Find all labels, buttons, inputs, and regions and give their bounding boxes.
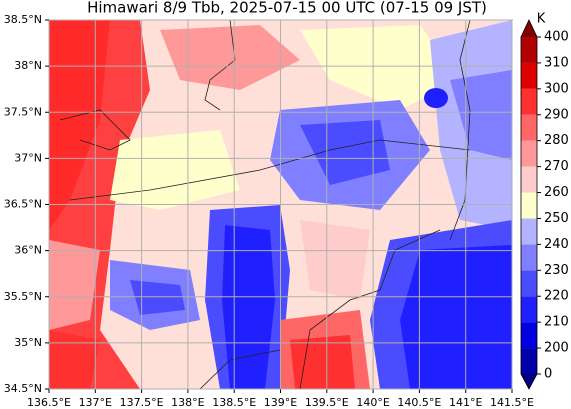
y-tick-label: 36.5°N — [4, 198, 42, 211]
colorbar-segment — [521, 244, 537, 271]
x-tick-label: 137°E — [79, 396, 112, 409]
colorbar-label: 230 — [544, 263, 569, 278]
colorbar-segment — [521, 88, 537, 115]
colorbar-segment — [521, 62, 537, 89]
colorbar-label: 300 — [544, 81, 569, 96]
x-tick-label: 138.5°E — [212, 396, 256, 409]
x-tick-label: 138°E — [171, 396, 204, 409]
colorbar-label: 260 — [544, 185, 569, 200]
x-tick-label: 141°E — [449, 396, 482, 409]
colorbar-label: 400 — [544, 30, 569, 45]
colorbar-segment — [521, 140, 537, 167]
colorbar-segment — [521, 348, 537, 374]
colorbar-unit: K — [537, 12, 546, 27]
colorbar-segment — [521, 166, 537, 193]
colorbar-label: 220 — [544, 289, 569, 304]
y-tick-label: 35°N — [14, 336, 42, 349]
y-tick-label: 37.5°N — [4, 105, 42, 118]
x-tick-label: 140.5°E — [397, 396, 441, 409]
colorbar-label: 210 — [544, 315, 569, 330]
colorbar-extend-bottom — [521, 374, 537, 389]
colorbar-label: 200 — [544, 341, 569, 356]
colorbar-segment — [521, 114, 537, 141]
colorbar-segment — [521, 270, 537, 297]
colorbar-segment — [521, 37, 537, 63]
y-tick-label: 37°N — [14, 151, 42, 164]
x-tick-label: 141.5°E — [490, 396, 534, 409]
x-tick-label: 140°E — [356, 396, 389, 409]
colorbar-segment — [521, 322, 537, 349]
colorbar-segment — [521, 192, 537, 219]
colorbar-label: 240 — [544, 237, 569, 252]
colorbar-label: 250 — [544, 211, 569, 226]
colorbar-extend-top — [521, 20, 537, 37]
colorbar-segment — [521, 296, 537, 323]
colorbar-label: 280 — [544, 133, 569, 148]
colorbar-label: 310 — [544, 55, 569, 70]
x-tick-label: 137.5°E — [120, 396, 164, 409]
y-tick-label: 34.5°N — [4, 382, 42, 395]
colorbar-label: 270 — [544, 159, 569, 174]
colorbar-label: 0 — [544, 367, 552, 382]
y-tick-label: 38.5°N — [4, 13, 42, 26]
y-tick-label: 35.5°N — [4, 290, 42, 303]
map-title: Himawari 8/9 Tbb, 2025-07-15 00 UTC (07-… — [87, 0, 487, 17]
x-tick-label: 139.5°E — [305, 396, 349, 409]
y-tick-label: 38°N — [14, 59, 42, 72]
x-tick-label: 139°E — [264, 396, 297, 409]
y-tick-label: 36°N — [14, 244, 42, 257]
x-tick-label: 136.5°E — [27, 396, 71, 409]
colorbar-segment — [521, 218, 537, 245]
colorbar-label: 290 — [544, 107, 569, 122]
